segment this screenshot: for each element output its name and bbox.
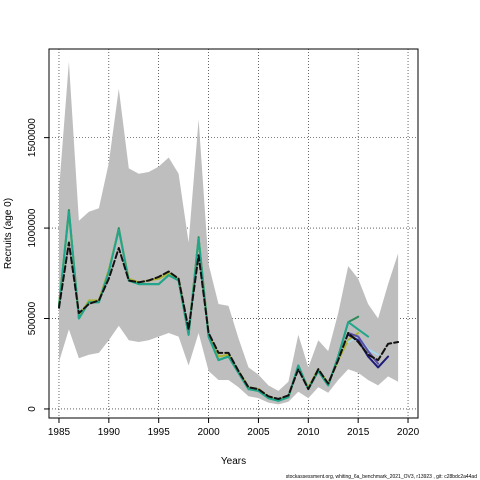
- series-lines: [58, 209, 400, 402]
- x-axis-label: Years: [221, 456, 246, 467]
- x-tick-label: 1990: [98, 427, 121, 438]
- y-axis: 0 500000 1000000 1500000: [27, 118, 49, 412]
- x-tick-label: 1995: [148, 427, 171, 438]
- x-tick-label: 1985: [48, 427, 71, 438]
- y-tick-label: 1000000: [27, 208, 38, 247]
- y-tick-label: 0: [27, 406, 38, 412]
- x-tick-label: 2000: [197, 427, 220, 438]
- x-tick-label: 2015: [347, 427, 370, 438]
- x-tick-label: 2020: [397, 427, 420, 438]
- y-axis-label: Recruits (age 0): [3, 198, 14, 269]
- confidence-band: [59, 61, 399, 405]
- y-tick-label: 500000: [27, 301, 38, 335]
- footnote: stockassessment.org, whiting_6a_benchmar…: [286, 474, 477, 480]
- series-line-7: [58, 241, 400, 400]
- x-tick-label: 2010: [297, 427, 320, 438]
- x-axis: 1985 1990 1995 2000 2005 2010 2015 2020: [48, 418, 420, 438]
- plot-frame: [48, 48, 419, 419]
- x-tick-label: 2005: [247, 427, 270, 438]
- y-tick-label: 1500000: [27, 118, 38, 157]
